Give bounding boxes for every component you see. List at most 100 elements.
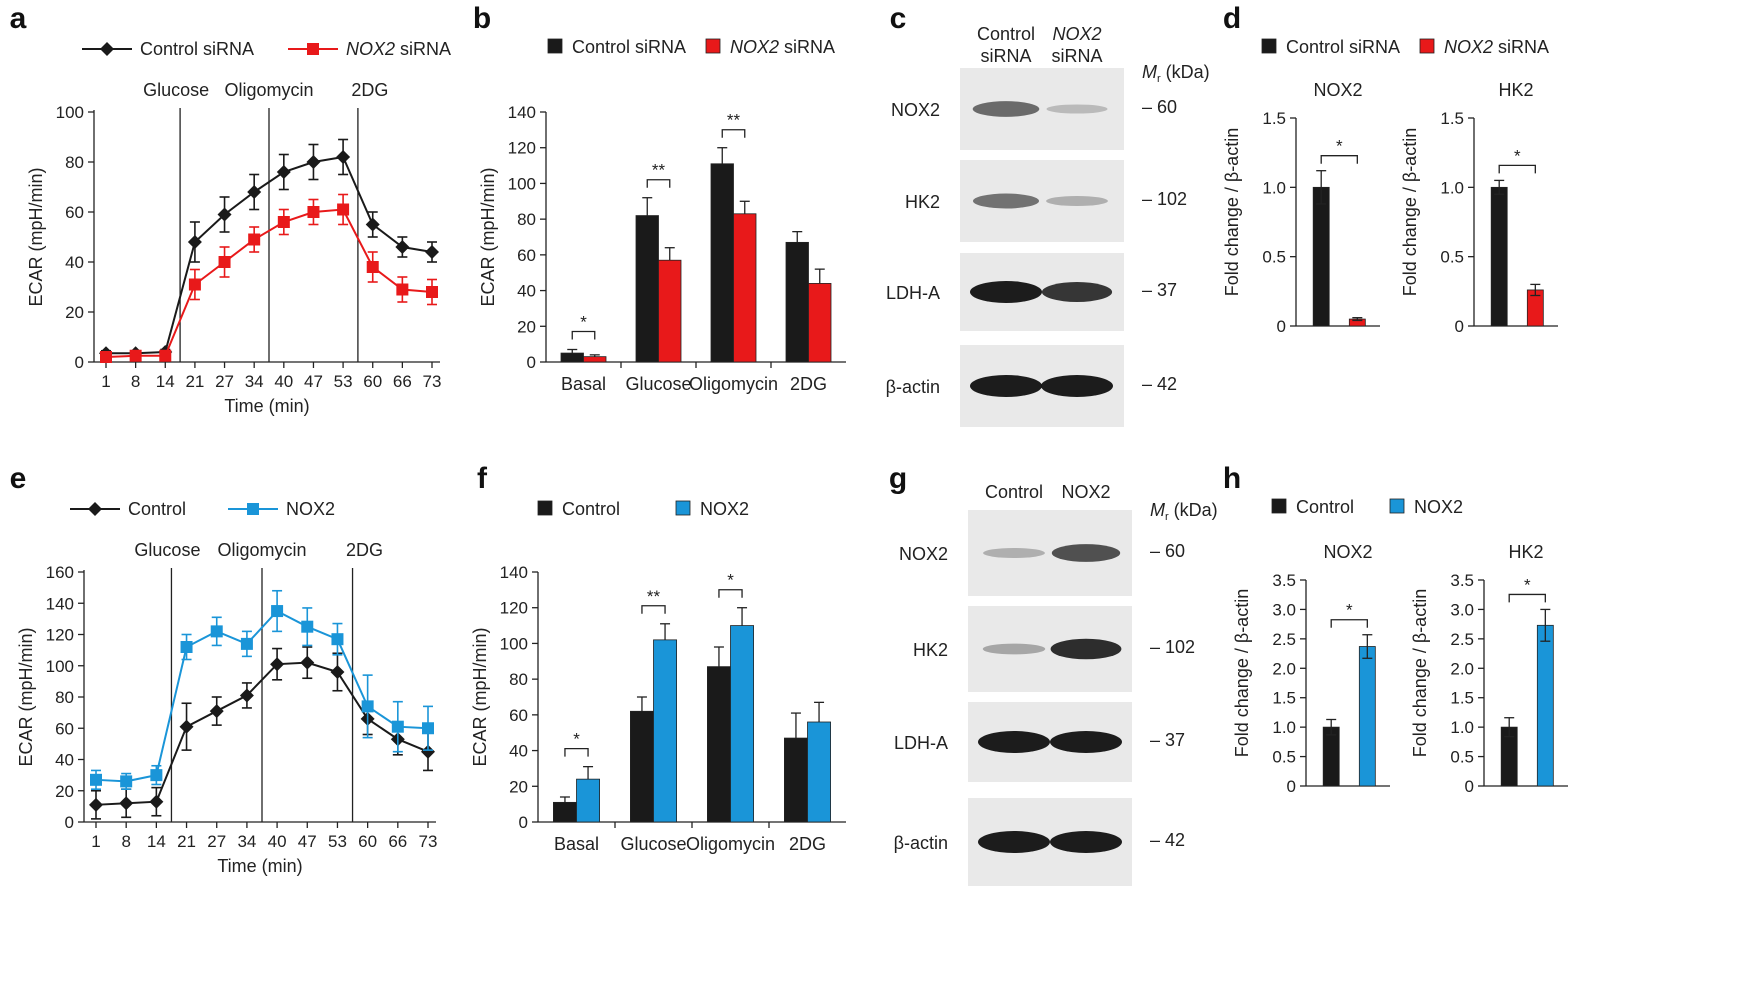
blot-band — [978, 731, 1050, 753]
x-tick-label: 21 — [185, 372, 204, 391]
y-tick-label: 1.5 — [1262, 109, 1286, 128]
blot-band — [973, 193, 1039, 209]
mw-marker: – 37 — [1150, 730, 1185, 750]
mw-marker: – 42 — [1150, 830, 1185, 850]
y-axis-label: Fold change / β-actin — [1410, 589, 1430, 757]
blot-band — [972, 101, 1040, 117]
data-point — [277, 216, 290, 228]
significance-label: ** — [652, 161, 666, 180]
bar-nox2-sirna — [583, 356, 607, 363]
injection-label-2dg: 2DG — [346, 540, 383, 560]
legend-e-control-marker — [88, 502, 102, 516]
bar-control — [707, 666, 731, 823]
y-tick-label: 1.0 — [1272, 718, 1296, 737]
significance-bracket — [641, 605, 666, 614]
data-point — [301, 620, 314, 633]
data-point — [396, 283, 409, 296]
blot-band — [983, 547, 1045, 559]
y-tick-label: 0.5 — [1450, 748, 1474, 767]
mw-marker: – 42 — [1142, 374, 1177, 394]
y-tick-label: 3.5 — [1272, 571, 1296, 590]
category-label: Glucose — [620, 834, 686, 854]
protein-label: LDH-A — [886, 283, 940, 303]
fold-subplot-hk2: 0 0.5 1.0 1.5 HK2 Fold change / β-actin * — [1400, 80, 1558, 336]
x-tick-label: 34 — [245, 372, 264, 391]
legend-h-control-swatch — [1271, 498, 1287, 514]
panel-letter-g: g — [889, 462, 907, 495]
significance-bracket — [1320, 155, 1358, 164]
lane-label-line2: siRNA — [980, 46, 1031, 66]
legend-d-nox2-label-rest: siRNA — [1493, 37, 1549, 57]
fold-subplot-hk2: 0 0.5 1.0 1.5 2.0 2.5 3.0 3.5 HK2 Fold change / β… — [1410, 542, 1568, 796]
data-point — [209, 704, 224, 719]
data-point — [330, 665, 345, 679]
x-tick-label: 47 — [304, 372, 323, 391]
data-point — [119, 796, 134, 811]
y-tick-label: 0 — [1465, 777, 1474, 796]
y-tick-label: 60 — [517, 246, 536, 265]
bar — [1322, 726, 1340, 787]
blot-band — [1046, 195, 1108, 207]
y-tick-label: 160 — [46, 563, 74, 582]
x-tick-label: 47 — [298, 832, 317, 851]
data-point — [100, 351, 112, 363]
data-point — [217, 207, 232, 222]
data-point — [239, 688, 254, 703]
panel-letter-b: b — [473, 2, 491, 35]
y-tick-label: 140 — [508, 103, 536, 122]
data-point — [271, 605, 284, 618]
y-tick-label: 0 — [519, 813, 528, 832]
x-tick-label: 14 — [156, 372, 175, 391]
legend-d-control-swatch — [1261, 38, 1277, 54]
bar — [1312, 186, 1330, 327]
y-tick-label: 140 — [500, 563, 528, 582]
y-tick-label: 0 — [1287, 777, 1296, 796]
x-axis-label: Time (min) — [217, 856, 302, 876]
y-tick-label: 60 — [65, 203, 84, 222]
legend-f-control-label: Control — [562, 499, 620, 519]
bar — [1490, 186, 1508, 327]
bar-control-sirna — [635, 215, 659, 363]
x-tick-label: 1 — [91, 832, 100, 851]
mw-marker: – 60 — [1150, 541, 1185, 561]
y-tick-label: 60 — [509, 706, 528, 725]
x-tick-label: 66 — [393, 372, 412, 391]
category-label: Glucose — [625, 374, 691, 394]
y-tick-label: 1.0 — [1262, 178, 1286, 197]
protein-label: HK2 — [905, 192, 940, 212]
legend-a-nox2-label-rest: siRNA — [395, 39, 451, 59]
data-point — [336, 150, 351, 164]
data-point — [247, 185, 262, 199]
subplot-title: HK2 — [1508, 542, 1543, 562]
legend-e-nox2-label: NOX2 — [286, 499, 335, 519]
data-point — [307, 206, 320, 218]
x-tick-label: 73 — [419, 832, 438, 851]
mr-label-sub: r — [1157, 73, 1161, 85]
data-point — [89, 797, 103, 812]
legend-h-nox2-label: NOX2 — [1414, 497, 1463, 517]
y-tick-label: 2.5 — [1272, 630, 1296, 649]
bar-nox2-sirna — [658, 259, 682, 363]
bar-control — [784, 737, 808, 823]
x-tick-label: 1 — [101, 372, 110, 391]
legend-d-nox2-label-italic: NOX2 — [1444, 37, 1493, 57]
data-point — [180, 641, 193, 653]
legend-h-control-label: Control — [1296, 497, 1354, 517]
panel-a: 0 20 40 60 80 100 1 8 14 21 27 34 40 47 53 60 66 73 Time (… — [26, 80, 441, 416]
y-tick-label: 0 — [75, 353, 84, 372]
panel-letter-a: a — [10, 2, 27, 35]
blot-band — [1050, 731, 1122, 753]
data-point — [425, 245, 439, 259]
y-tick-label: 100 — [500, 634, 528, 653]
panel-b: 0 20 40 60 80 100 120 140 ECAR (mpH/min) Basal * Gl… — [478, 103, 846, 394]
legend-a-control-label: Control siRNA — [140, 39, 254, 59]
protein-label: LDH-A — [894, 733, 948, 753]
legend-b-nox2-swatch — [705, 38, 721, 54]
injection-label-oligomycin: Oligomycin — [224, 80, 313, 100]
y-tick-label: 20 — [517, 317, 536, 336]
data-point — [306, 155, 321, 169]
legend-a-nox2-marker — [307, 43, 319, 55]
x-tick-label: 40 — [268, 832, 287, 851]
mw-marker: – 102 — [1142, 189, 1187, 209]
significance-bracket — [1498, 164, 1536, 174]
